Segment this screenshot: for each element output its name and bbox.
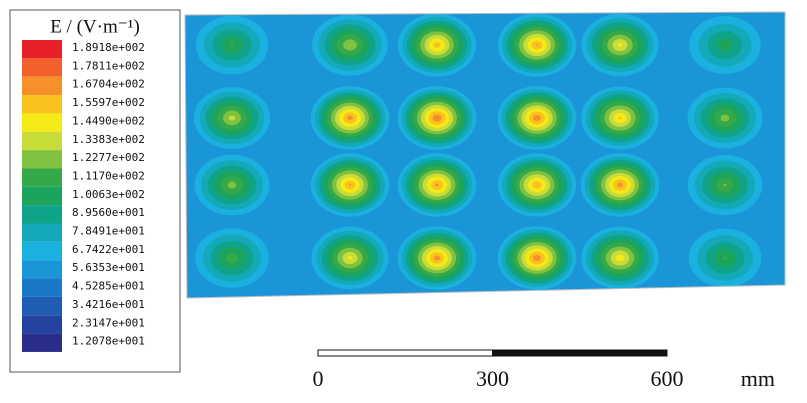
legend-swatch [22,40,62,59]
legend-swatch [22,186,62,206]
legend-swatch [22,241,62,261]
contour-band [535,44,539,46]
legend-label: 7.8491e+001 [72,225,145,238]
scale-label: 600 [651,366,684,391]
legend-swatch [22,95,62,114]
legend-swatch [22,150,62,169]
field [185,12,785,298]
legend-label: 5.6353e+001 [72,261,145,274]
scale-label: 0 [313,366,324,391]
contour-band [617,43,623,47]
legend-label: 1.8918e+002 [72,41,145,54]
contour-band [347,115,353,121]
legend-swatch [22,131,62,151]
contour-band [347,256,353,260]
legend-title: E / (V·m⁻¹) [50,16,140,37]
contour-band [722,255,728,261]
scale-segment [317,349,493,357]
contour-band [228,115,236,121]
legend-swatch [22,58,62,77]
scale-segment [492,349,668,357]
legend-label: 1.2277e+002 [72,151,145,164]
legend-swatch [22,333,62,352]
legend-swatch [22,113,62,132]
legend-swatch [22,76,62,96]
legend-swatch [22,315,62,334]
legend-label: 1.7811e+002 [72,59,145,72]
plot-border [184,11,786,299]
contour-band [723,183,727,187]
scale-label: 300 [476,366,509,391]
contour-band [717,38,733,52]
legend-label: 1.0063e+002 [72,188,145,201]
contour-band [720,114,730,122]
contour-band [435,183,439,187]
contour-band [536,184,538,186]
scale-unit: mm [741,366,775,391]
contour-band [227,181,237,189]
contour-band [226,253,238,263]
contour-band [533,254,541,262]
legend-label: 3.4216e+001 [72,298,145,311]
legend-label: 1.4490e+002 [72,114,145,127]
legend-label: 4.5285e+001 [72,280,145,293]
legend-label: 8.9560e+001 [72,206,145,219]
legend-swatch [22,296,62,316]
contour-band [349,44,351,46]
contour-band [533,114,541,122]
contour-band [348,184,352,186]
legend-label: 1.2078e+001 [72,335,145,348]
legend-swatch [22,278,62,297]
legend-label: 2.3147e+001 [72,316,145,329]
legend-swatch [22,260,62,279]
legend-label: 1.6704e+002 [72,78,145,91]
contour-band [436,117,438,119]
field-background [185,12,785,298]
legend-label: 1.3383e+002 [72,133,145,146]
legend-label: 6.7422e+001 [72,243,145,256]
legend-label: 1.1170e+002 [72,169,145,182]
contour-band [434,255,440,261]
legend-swatch [22,205,62,224]
legend-label: 1.5597e+002 [72,96,145,109]
contour-band [229,42,235,48]
legend-swatch [22,168,62,187]
contour-band [615,254,625,262]
contour-band [617,182,623,188]
contour-band [618,116,622,120]
legend-swatch [22,223,62,242]
contour-band [433,42,441,48]
